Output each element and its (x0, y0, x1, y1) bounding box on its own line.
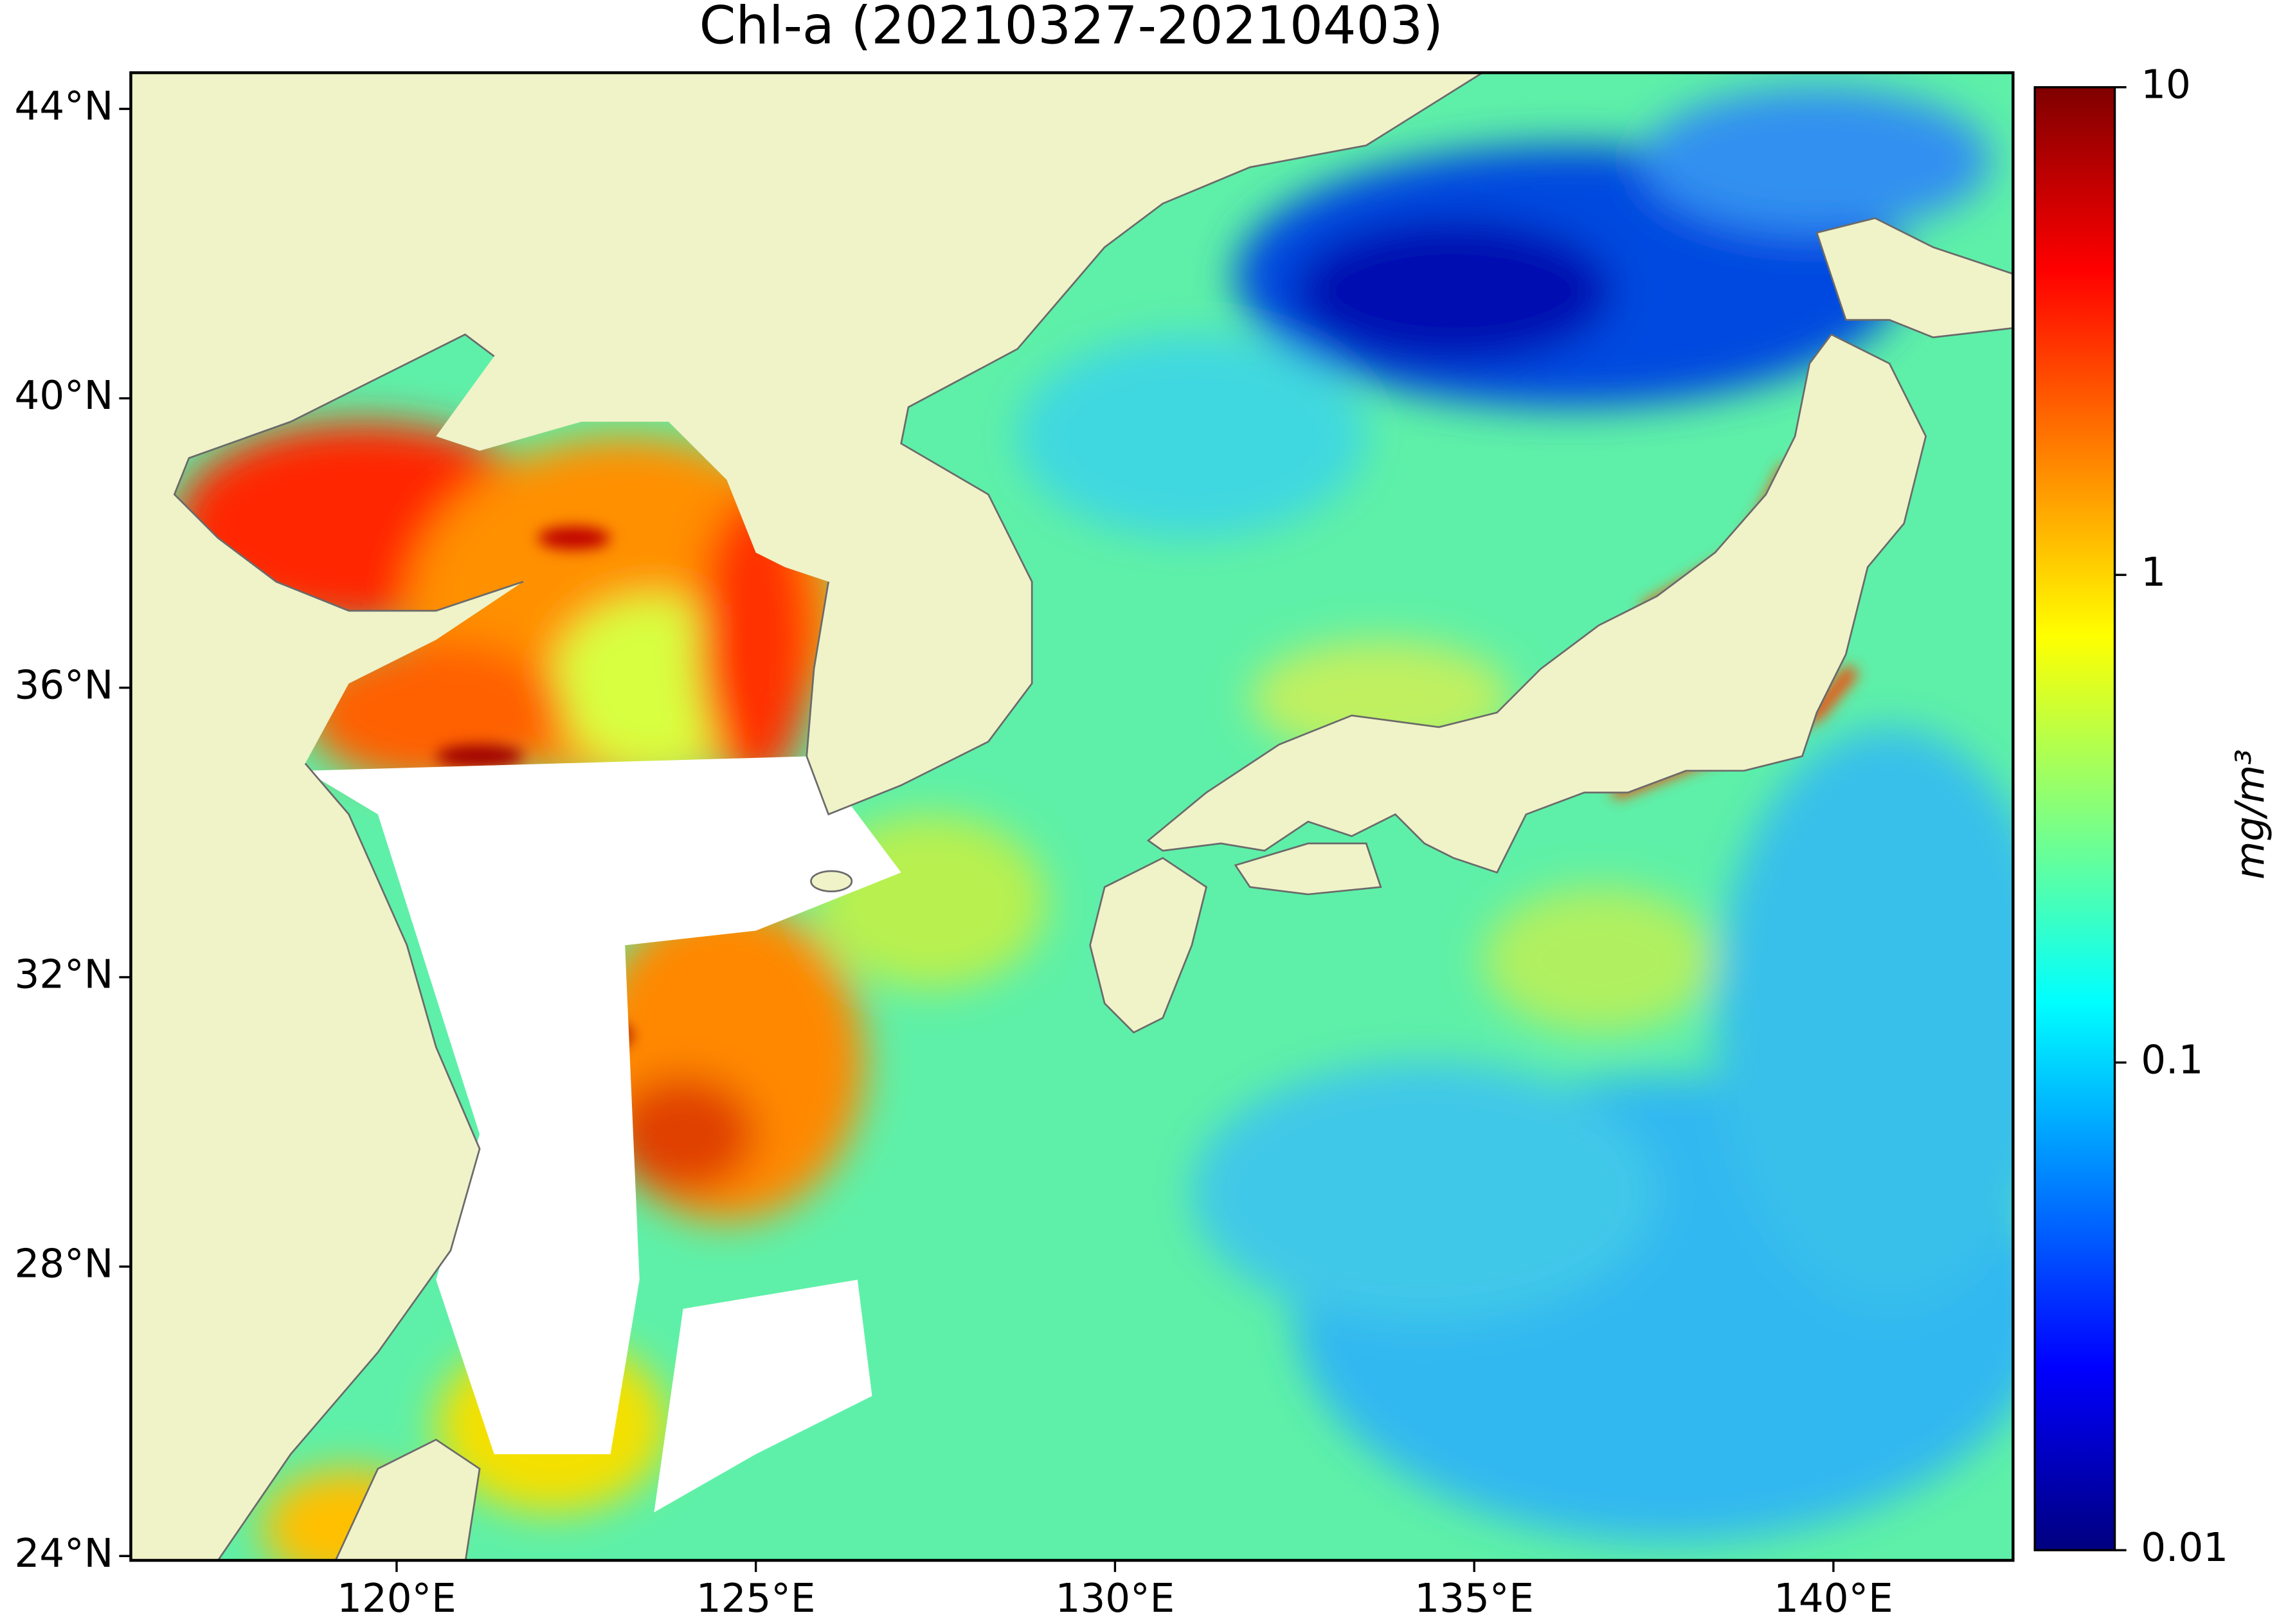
colorbar-tick-label: 0.01 (2141, 1525, 2228, 1571)
y-tick-label: 44°N (15, 84, 114, 129)
y-tick-label: 24°N (15, 1531, 114, 1576)
colorbar-tick-label: 10 (2141, 62, 2191, 107)
x-tick-label: 120°E (337, 1576, 456, 1621)
colorbar-tick-label: 1 (2141, 550, 2166, 595)
map-area (131, 73, 2013, 1561)
land (1815, 217, 2013, 339)
y-tick-label: 40°N (15, 373, 114, 419)
land (334, 1438, 481, 1561)
colorbar (2033, 86, 2116, 1551)
chart-title: Chl-a (20210327-20210403) (699, 0, 1443, 57)
x-tick-label: 125°E (696, 1576, 816, 1621)
y-tick-label: 28°N (15, 1241, 114, 1287)
plot-frame (129, 71, 2015, 1562)
colorbar-label: mg/m³ (2228, 749, 2273, 880)
x-tick-label: 140°E (1774, 1576, 1893, 1621)
x-tick-label: 130°E (1056, 1576, 1175, 1621)
y-tick-label: 36°N (15, 662, 114, 708)
colorbar-tick-label: 0.1 (2141, 1037, 2203, 1083)
land (1089, 856, 1208, 1034)
land (1234, 842, 1382, 896)
x-tick-label: 135°E (1414, 1576, 1534, 1621)
land (810, 870, 853, 892)
y-tick-label: 32°N (15, 952, 114, 997)
coastline (173, 73, 1483, 1561)
land (1146, 333, 1927, 874)
